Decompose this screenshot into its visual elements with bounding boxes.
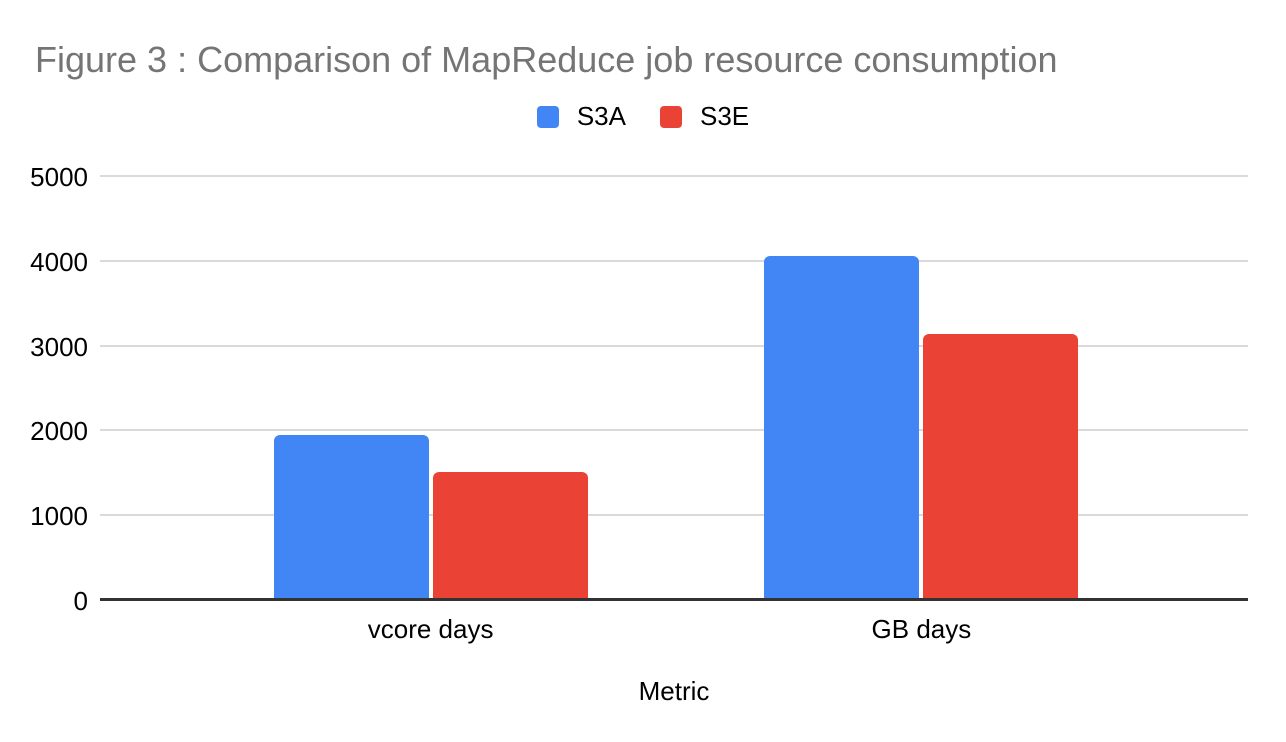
legend-swatch-s3e [660, 105, 682, 128]
plot-area [100, 175, 1248, 601]
chart-title: Figure 3 : Comparison of MapReduce job r… [35, 39, 1058, 80]
legend-item-s3a: S3A [536, 101, 626, 132]
bar-s3e-vcore-days [432, 471, 588, 600]
gridline-1000 [100, 514, 1248, 517]
legend-swatch-s3a [536, 105, 559, 128]
category-label-vcore-days: vcore days [367, 614, 494, 644]
y-tick-label-3000: 3000 [30, 331, 88, 362]
bar-s3e-gb-days [923, 333, 1079, 600]
legend-label-s3a: S3A [576, 101, 626, 131]
y-tick-label-4000: 4000 [30, 246, 88, 277]
gridline-2000 [100, 429, 1248, 432]
bar-s3a-gb-days [764, 255, 920, 600]
x-axis-title: Metric [638, 676, 710, 706]
y-tick-label-1000: 1000 [30, 501, 88, 532]
legend: S3A S3E [0, 101, 1286, 132]
category-label-gb-days: GB days [871, 614, 972, 644]
gridline-4000 [100, 259, 1248, 262]
y-tick-label-5000: 5000 [30, 162, 88, 192]
y-tick-label-0: 0 [73, 586, 88, 616]
x-axis-line [100, 598, 1248, 601]
legend-label-s3e: S3E [700, 101, 750, 131]
bar-s3a-vcore-days [273, 434, 429, 600]
y-tick-label-2000: 2000 [30, 416, 88, 447]
legend-item-s3e: S3E [660, 101, 749, 132]
gridline-5000 [100, 175, 1248, 177]
gridline-3000 [100, 344, 1248, 347]
